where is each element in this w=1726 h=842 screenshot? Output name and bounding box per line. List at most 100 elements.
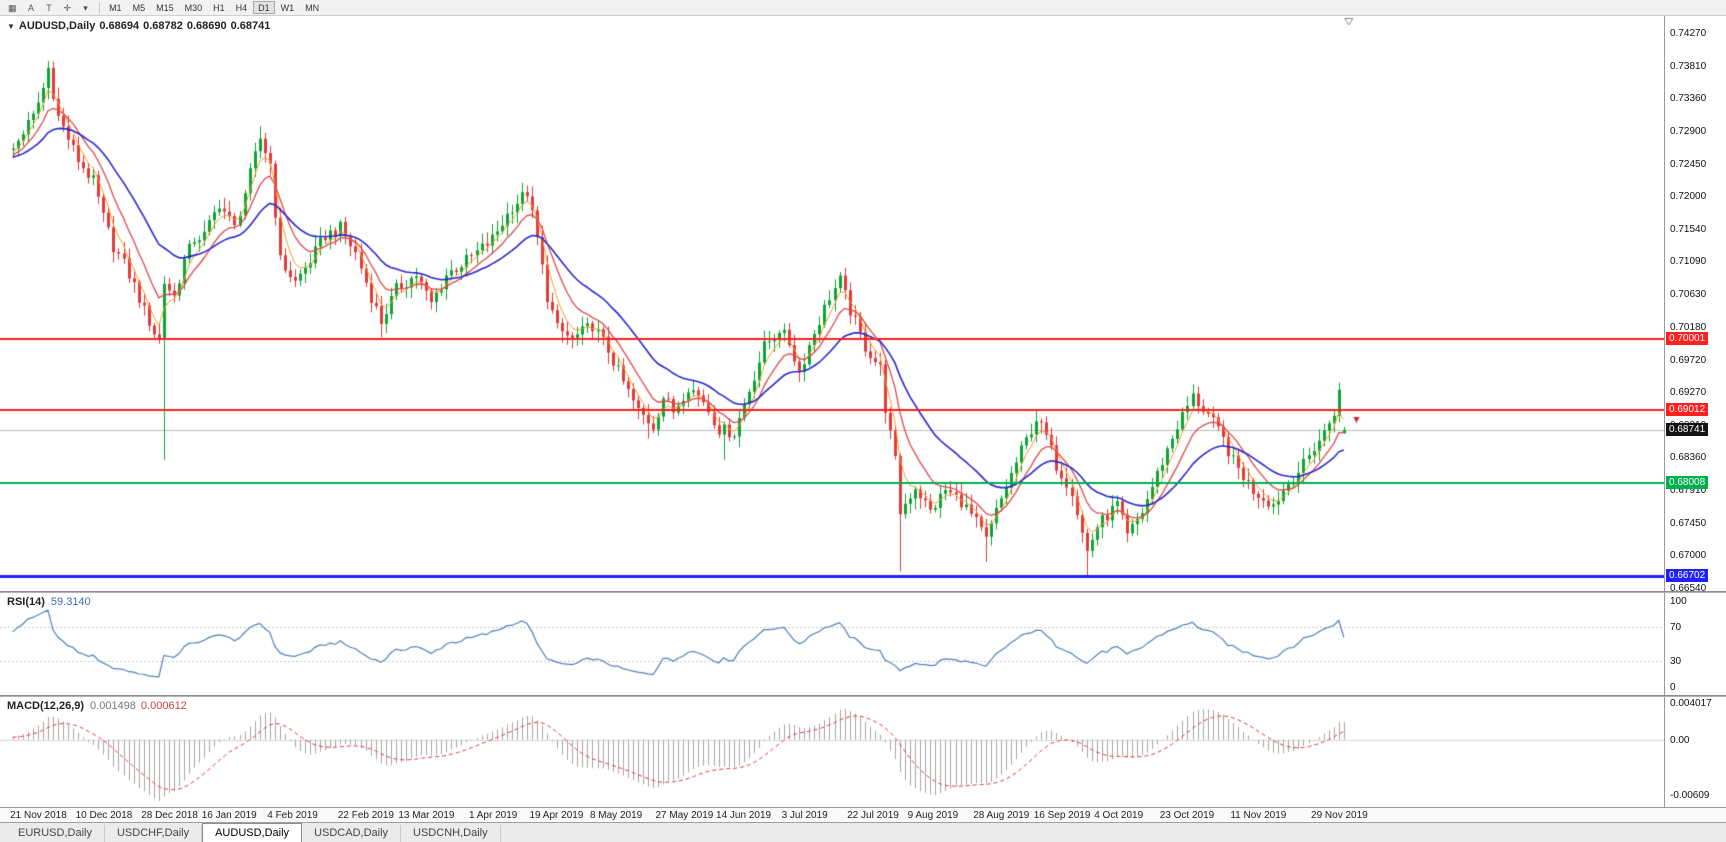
date-label: 11 Nov 2019 <box>1230 810 1287 821</box>
macd-label: MACD(12,26,9) 0.001498 0.000612 <box>7 700 187 712</box>
timeframe-h4-button[interactable]: H4 <box>235 3 248 13</box>
price-tick-label: 0.70180 <box>1670 321 1707 333</box>
toolbar: ▦ A T ✛ ▾ M1 M5 M15 M30 H1 H4 D1 W1 MN <box>0 0 1726 16</box>
tab-usdcad[interactable]: USDCAD,Daily <box>302 825 402 842</box>
price-tick-label: 0.67450 <box>1670 517 1707 529</box>
ohlc-high: 0.68782 <box>143 20 183 32</box>
date-label: 27 May 2019 <box>655 810 714 821</box>
price-axis[interactable]: 0.74270 0.73810 0.73360 0.72900 0.72450 0.720… <box>1664 16 1726 591</box>
price-tick-label: 0.67000 <box>1670 549 1707 561</box>
date-label: 16 Jan 2019 <box>201 810 257 821</box>
macd-name: MACD(12,26,9) <box>7 700 85 712</box>
timeframe-button-group: M1 M5 M15 M30 H1 H4 D1 W1 MN <box>104 1 325 14</box>
hline-price-tag: 0.68008 <box>1666 476 1709 489</box>
rsi-panel: RSI(14) 59.3140 100 70 30 0 <box>0 593 1726 695</box>
toolbar-icon-group: ▦ A T ✛ ▾ <box>3 1 95 14</box>
date-label: 1 Apr 2019 <box>468 810 518 821</box>
macd-tick-label: 0.004017 <box>1670 698 1712 709</box>
rsi-tick-label: 30 <box>1670 656 1682 668</box>
date-label: 8 May 2019 <box>589 810 643 821</box>
date-label: 28 Dec 2018 <box>141 810 198 821</box>
date-label: 28 Aug 2019 <box>973 810 1030 821</box>
date-label: 10 Dec 2018 <box>75 810 133 821</box>
date-label: 19 Apr 2019 <box>529 810 584 821</box>
macd-tick-label: -0.00609 <box>1670 790 1710 802</box>
main-chart-canvas[interactable] <box>0 16 1664 591</box>
price-tick-label: 0.72450 <box>1670 158 1707 170</box>
timeframe-m30-button[interactable]: M30 <box>184 3 203 13</box>
price-tick-label: 0.68360 <box>1670 452 1707 464</box>
rsi-tick-label: 0 <box>1670 682 1676 693</box>
macd-axis[interactable]: 0.004017 0.00 -0.00609 <box>1664 697 1726 807</box>
timeframe-mn-button[interactable]: MN <box>305 3 320 13</box>
ohlc-close: 0.68741 <box>230 20 271 32</box>
timeframe-m15-button[interactable]: M15 <box>156 3 174 13</box>
date-label: 21 Nov 2018 <box>10 810 67 821</box>
hline-price-tag: 0.69012 <box>1666 403 1709 416</box>
tile-windows-icon[interactable]: ▦ <box>8 3 17 13</box>
panel-splitter[interactable] <box>0 591 1726 593</box>
price-tick-label: 0.69720 <box>1670 354 1707 366</box>
rsi-label: RSI(14) 59.3140 <box>7 596 91 608</box>
price-tick-label: 0.70630 <box>1670 289 1707 301</box>
timeframe-h1-button[interactable]: H1 <box>213 3 225 13</box>
price-tick-label: 0.72000 <box>1670 190 1707 202</box>
date-label: 4 Oct 2019 <box>1094 810 1144 821</box>
date-label: 16 Sep 2019 <box>1033 810 1091 821</box>
toolbar-separator <box>99 1 101 14</box>
date-label: 22 Feb 2019 <box>337 810 394 821</box>
tab-usdchf[interactable]: USDCHF,Daily <box>105 825 203 842</box>
panel-splitter[interactable] <box>0 695 1726 697</box>
main-chart-panel: ▼ AUDUSD,Daily 0.68694 0.68782 0.68690 0.6874… <box>0 16 1726 591</box>
tools-dropdown-icon[interactable]: ▾ <box>83 3 88 13</box>
date-label: 13 Mar 2019 <box>398 810 455 821</box>
rsi-name: RSI(14) <box>7 596 45 608</box>
rsi-tick-label: 70 <box>1670 621 1682 633</box>
macd-panel: MACD(12,26,9) 0.001498 0.000612 0.004017 0.… <box>0 697 1726 807</box>
macd-main-value: 0.001498 <box>90 700 136 712</box>
macd-signal-value: 0.000612 <box>140 700 187 712</box>
price-tick-label: 0.66540 <box>1670 582 1707 591</box>
chart-symbol-label: AUDUSD,Daily <box>18 20 96 32</box>
timeframe-w1-button[interactable]: W1 <box>280 3 295 13</box>
rsi-tick-label: 100 <box>1670 596 1687 607</box>
hline-price-tag: 0.66702 <box>1666 569 1709 582</box>
hline-price-tag: 0.70001 <box>1666 332 1709 345</box>
date-label: 3 Jul 2019 <box>781 810 828 821</box>
date-label: 22 Jul 2019 <box>847 810 899 821</box>
price-tick-label: 0.69270 <box>1670 386 1707 398</box>
date-label: 9 Aug 2019 <box>907 810 959 821</box>
price-tick-label: 0.67910 <box>1670 484 1707 496</box>
text-tool-icon[interactable]: T <box>46 3 52 13</box>
crosshair-tool-icon[interactable]: ✛ <box>63 3 72 13</box>
price-tick-label: 0.71090 <box>1670 256 1707 268</box>
symbol-dropdown-icon[interactable]: ▼ <box>7 22 15 31</box>
price-tick-label: 0.73810 <box>1670 61 1707 73</box>
bid-price-tag: 0.68741 <box>1666 423 1709 436</box>
date-axis[interactable]: 21 Nov 2018 10 Dec 2018 28 Dec 2018 16 Jan … <box>0 807 1726 822</box>
ohlc-open: 0.68694 <box>99 20 140 32</box>
rsi-canvas[interactable] <box>0 593 1664 695</box>
chart-tab-bar: EURUSD,Daily USDCHF,Daily AUDUSD,Daily USDC… <box>0 822 1726 842</box>
date-label: 29 Nov 2019 <box>1311 810 1368 821</box>
price-tick-label: 0.73360 <box>1670 93 1707 105</box>
price-tick-label: 0.74270 <box>1670 28 1707 39</box>
cursor-tool-icon[interactable]: A <box>28 3 35 13</box>
tab-audusd[interactable]: AUDUSD,Daily <box>202 823 303 842</box>
date-label: 4 Feb 2019 <box>267 810 318 821</box>
date-label: 23 Oct 2019 <box>1159 810 1215 821</box>
tab-usdcnh[interactable]: USDCNH,Daily <box>401 825 501 842</box>
chart-header: ▼ AUDUSD,Daily 0.68694 0.68782 0.68690 0.6874… <box>7 20 274 32</box>
price-tick-label: 0.71540 <box>1670 223 1707 235</box>
macd-canvas[interactable] <box>0 697 1664 807</box>
ohlc-low: 0.68690 <box>186 20 227 32</box>
tab-eurusd[interactable]: EURUSD,Daily <box>6 825 105 842</box>
rsi-value: 59.3140 <box>50 596 91 608</box>
timeframe-m5-button[interactable]: M5 <box>132 3 146 13</box>
price-tick-label: 0.72900 <box>1670 126 1707 138</box>
timeframe-d1-button[interactable]: D1 <box>253 1 275 14</box>
timeframe-m1-button[interactable]: M1 <box>109 3 122 13</box>
rsi-axis[interactable]: 100 70 30 0 <box>1664 593 1726 695</box>
macd-tick-label: 0.00 <box>1670 734 1690 746</box>
